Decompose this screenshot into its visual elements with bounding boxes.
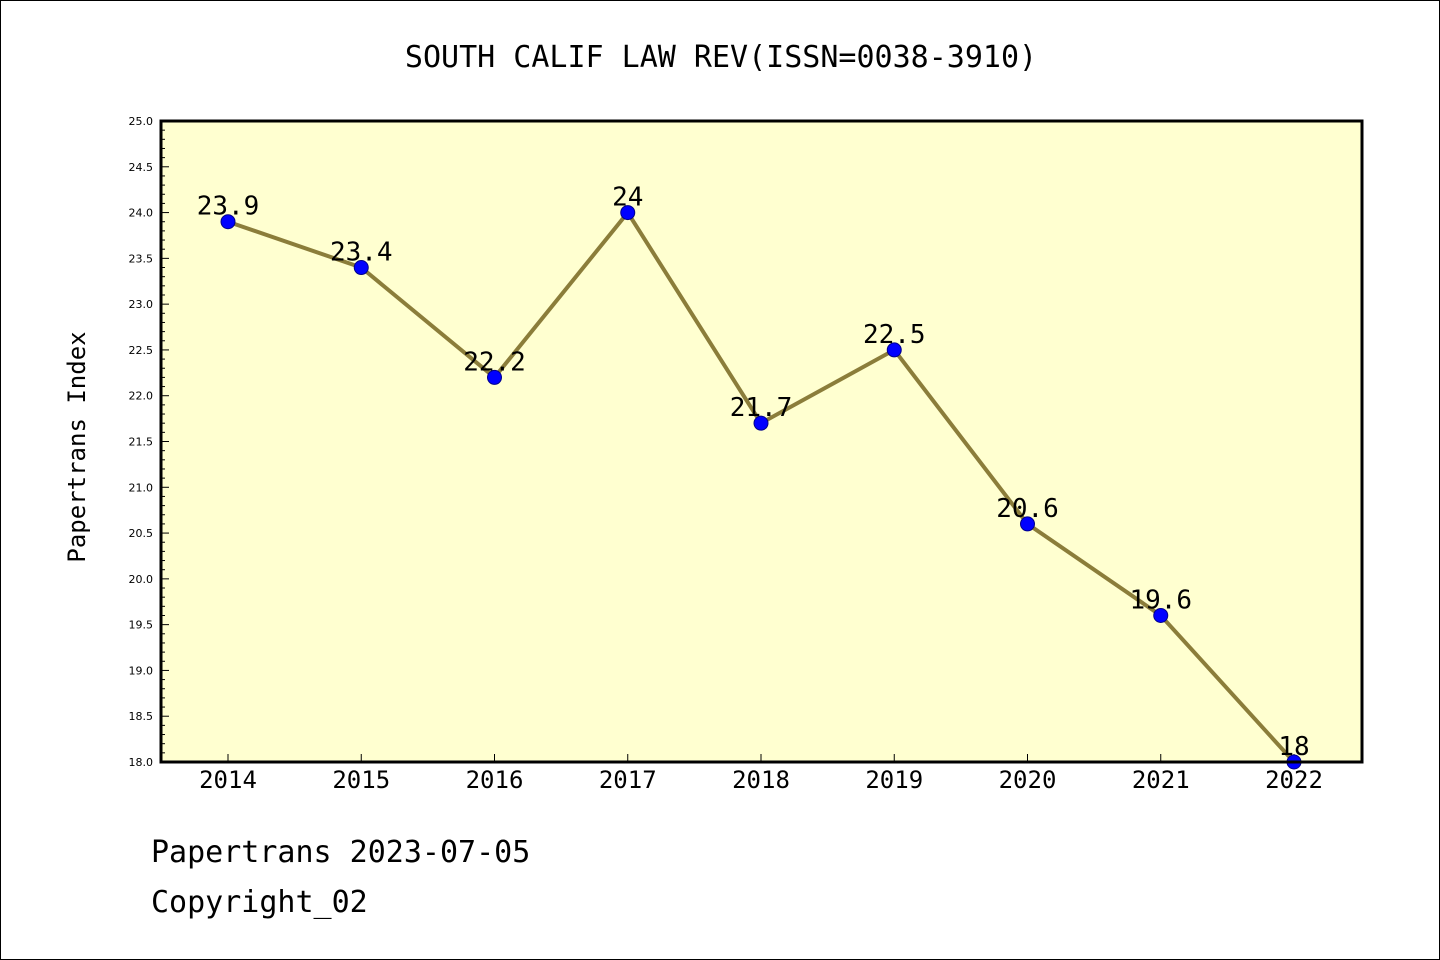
data-label: 23.9 (197, 192, 260, 222)
y-tick-label: 22.5 (129, 344, 154, 357)
data-label: 22.5 (863, 320, 926, 350)
data-point-marker (620, 205, 636, 221)
x-tick-label: 2018 (732, 766, 790, 794)
y-tick-label: 19.0 (129, 664, 154, 677)
axes-layer: 18.0 18.5 19.0 19.5 20.0 20.5 21.0 21.5 22.0 22.5… (129, 115, 1323, 794)
chart-title: SOUTH CALIF LAW REV(ISSN=0038-3910) (405, 40, 1037, 75)
y-tick-label: 24.0 (129, 207, 154, 220)
x-tick-label: 2014 (199, 766, 257, 794)
y-tick-label: 18.5 (129, 710, 154, 723)
y-tick-label: 20.5 (129, 527, 154, 540)
data-point-marker (487, 369, 502, 385)
x-tick-label: 2019 (865, 766, 923, 794)
data-label: 20.6 (996, 494, 1059, 524)
data-point-marker (353, 260, 369, 276)
data-label: 21.7 (730, 393, 793, 423)
y-tick-label: 23.5 (129, 252, 154, 265)
plot-area (161, 121, 1362, 762)
y-tick-label: 21.0 (129, 481, 154, 494)
footer-copyright: Copyright_02 (151, 885, 368, 920)
data-point-marker (753, 415, 769, 431)
x-tick-label: 2021 (1132, 766, 1190, 794)
y-tick-label: 19.5 (129, 619, 154, 632)
y-axis-label: Papertrans Index (63, 331, 91, 562)
data-label: 23.4 (330, 238, 393, 268)
y-tick-label: 22.0 (129, 390, 154, 403)
y-tick-label: 21.5 (129, 436, 154, 449)
series-layer: 23.9 23.4 22.2 24 21.7 22.5 20.6 19.6 18 (197, 183, 1310, 770)
y-tick-label: 23.0 (129, 298, 154, 311)
plot-border (159, 119, 1364, 764)
x-tick-label: 2015 (332, 766, 390, 794)
x-tick-label: 2022 (1265, 766, 1323, 794)
y-tick-label: 25.0 (129, 115, 154, 128)
data-point-marker (886, 342, 902, 358)
data-label: 19.6 (1129, 585, 1192, 615)
data-label: 24 (612, 183, 643, 213)
data-point-marker (1153, 607, 1169, 623)
data-label: 22.2 (463, 347, 526, 377)
data-point-marker (1020, 516, 1035, 532)
footer-date: Papertrans 2023-07-05 (151, 835, 531, 870)
y-tick-label: 24.5 (129, 161, 154, 174)
x-tick-label: 2020 (999, 766, 1057, 794)
x-tick-label: 2017 (599, 766, 657, 794)
y-tick-label: 20.0 (129, 573, 154, 586)
x-tick-label: 2016 (466, 766, 524, 794)
data-point-marker (220, 214, 236, 230)
data-label: 18 (1278, 732, 1309, 762)
y-tick-label: 18.0 (129, 756, 154, 769)
